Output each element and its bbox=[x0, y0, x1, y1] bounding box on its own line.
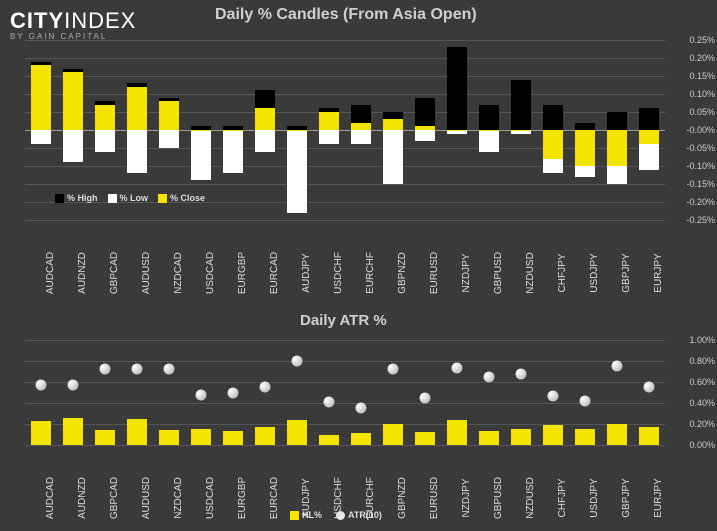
chart2-xlabel: USDJPY bbox=[589, 478, 600, 517]
chart2-xlabel: GBPJPY bbox=[621, 478, 632, 517]
chart1-title: Daily % Candles (From Asia Open) bbox=[215, 6, 477, 24]
chart1-ytick: 0.20% bbox=[689, 53, 715, 63]
chart1-xlabel: GBPUSD bbox=[493, 252, 504, 294]
chart2-legend: HL% ATR(10) bbox=[290, 510, 382, 520]
chart2-xlabel: GBPUSD bbox=[493, 477, 504, 519]
chart1-xlabel: EURCHF bbox=[365, 252, 376, 294]
chart1-ytick: -0.25% bbox=[686, 215, 715, 225]
chart2-xlabel: CHFJPY bbox=[557, 479, 568, 518]
legend-hl: HL% bbox=[290, 510, 322, 520]
chart2-xlabel: AUDNZD bbox=[77, 477, 88, 519]
chart2-xlabel: NZDCAD bbox=[173, 477, 184, 519]
chart2-xlabel: NZDUSD bbox=[525, 477, 536, 519]
logo-index: INDEX bbox=[64, 8, 136, 33]
chart1-xlabel: CHFJPY bbox=[557, 254, 568, 293]
chart2-yaxis: 0.00%0.20%0.40%0.60%0.80%1.00% bbox=[670, 340, 715, 445]
atr-chart: 0.00%0.20%0.40%0.60%0.80%1.00% bbox=[25, 340, 665, 445]
chart1-ytick: -0.05% bbox=[686, 143, 715, 153]
chart1-xlabel: NZDJPY bbox=[461, 254, 472, 293]
chart1-xlabel: EURJPY bbox=[653, 253, 664, 292]
chart1-ytick: -0.20% bbox=[686, 197, 715, 207]
chart1-ytick: 0.25% bbox=[689, 35, 715, 45]
chart2-xlabel: USDCAD bbox=[205, 477, 216, 519]
chart2-ytick: 0.80% bbox=[689, 356, 715, 366]
chart2-xlabel: AUDCAD bbox=[45, 477, 56, 519]
chart2-xlabel: AUDUSD bbox=[141, 477, 152, 519]
chart1-xlabel: NZDCAD bbox=[173, 252, 184, 294]
logo-city: CITY bbox=[10, 8, 64, 33]
chart1-xlabel: GBPJPY bbox=[621, 253, 632, 292]
chart1-yaxis: -0.25%-0.20%-0.15%-0.10%-0.05%-0.00%0.05… bbox=[670, 40, 715, 220]
chart1-ytick: 0.10% bbox=[689, 89, 715, 99]
chart1-xlabel: EURUSD bbox=[429, 252, 440, 294]
chart1-ytick: 0.05% bbox=[689, 107, 715, 117]
chart1-xlabel: EURCAD bbox=[269, 252, 280, 294]
legend-close: % Close bbox=[158, 193, 205, 203]
logo-main: CITYINDEX bbox=[10, 8, 136, 34]
legend-atr: ATR(10) bbox=[336, 510, 382, 520]
chart2-xlabel: GBPNZD bbox=[397, 477, 408, 519]
chart1-ytick: -0.15% bbox=[686, 179, 715, 189]
chart1-xlabel: GBPNZD bbox=[397, 252, 408, 294]
chart1-xlabel: GBPCAD bbox=[109, 252, 120, 294]
chart2-xlabel: GBPCAD bbox=[109, 477, 120, 519]
chart2-xlabel: EURCAD bbox=[269, 477, 280, 519]
chart2-xlabel: EURUSD bbox=[429, 477, 440, 519]
chart1-xlabel: EURGBP bbox=[237, 252, 248, 294]
chart1-xlabel: USDCHF bbox=[333, 252, 344, 294]
chart1-xlabel: AUDJPY bbox=[301, 253, 312, 292]
chart1-ytick: -0.10% bbox=[686, 161, 715, 171]
chart2-ytick: 0.40% bbox=[689, 398, 715, 408]
chart1-xlabel: AUDCAD bbox=[45, 252, 56, 294]
legend-low: % Low bbox=[108, 193, 149, 203]
chart1-legend: % High % Low % Close bbox=[55, 193, 205, 203]
chart1-xlabel: AUDNZD bbox=[77, 252, 88, 294]
chart1-xlabel: AUDUSD bbox=[141, 252, 152, 294]
chart1-xlabel: USDCAD bbox=[205, 252, 216, 294]
chart2-title: Daily ATR % bbox=[300, 312, 387, 329]
chart2-ytick: 0.20% bbox=[689, 419, 715, 429]
chart2-ytick: 0.60% bbox=[689, 377, 715, 387]
legend-high: % High bbox=[55, 193, 98, 203]
chart2-ytick: 0.00% bbox=[689, 440, 715, 450]
chart2-xlabel: NZDJPY bbox=[461, 479, 472, 518]
chart1-xlabel: USDJPY bbox=[589, 253, 600, 292]
chart1-xlabel: NZDUSD bbox=[525, 252, 536, 294]
chart2-xlabel: EURJPY bbox=[653, 478, 664, 517]
chart2-xlabel: EURGBP bbox=[237, 477, 248, 519]
brand-logo: CITYINDEX BY GAIN CAPITAL bbox=[10, 8, 136, 41]
chart2-ytick: 1.00% bbox=[689, 335, 715, 345]
chart1-ytick: 0.15% bbox=[689, 71, 715, 81]
chart1-ytick: -0.00% bbox=[686, 125, 715, 135]
